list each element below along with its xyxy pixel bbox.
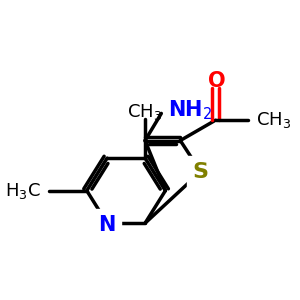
Text: O: O xyxy=(208,71,226,91)
Text: S: S xyxy=(193,162,208,182)
Text: CH$_3$: CH$_3$ xyxy=(128,102,163,122)
Text: NH$_2$: NH$_2$ xyxy=(168,99,213,122)
Text: CH$_3$: CH$_3$ xyxy=(256,110,291,130)
Text: N: N xyxy=(98,214,116,235)
Text: H$_3$C: H$_3$C xyxy=(5,181,41,201)
